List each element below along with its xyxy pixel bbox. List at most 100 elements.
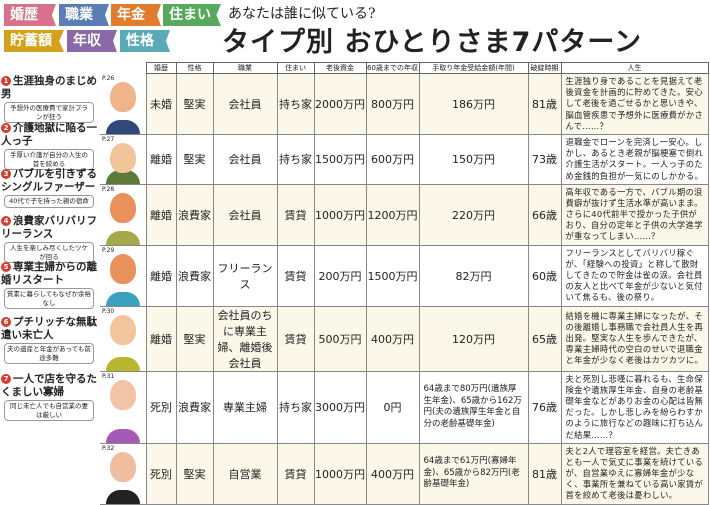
pattern-caption: 人生を楽しみ尽くしたツケが回る [4, 242, 94, 264]
cell-collapse: 81歳 [527, 442, 562, 505]
col-marital: 婚歴 [145, 62, 177, 74]
cell-collapse: 76歳 [527, 370, 562, 444]
pattern-title-text: 浪費家バリバリフリーランス [1, 215, 97, 240]
cell-job: 会社員のちに専業主婦、離婚後会社員 [212, 305, 278, 372]
table-row: P.26 未婚 堅実 会社員 持ち家 2000万円 800万円 186万円 81歳 生涯独り身であ… [100, 73, 709, 135]
cell-income: 1500万円 [365, 244, 420, 307]
pattern-label: 2 介護地獄に陥る一人っ子 手厚い介護が自分の人生の首を絞める [0, 122, 100, 171]
pattern-title: 6 プチリッチな無駄遣い未亡人 [0, 316, 100, 341]
pattern-title: 4 浪費家バリバリフリーランス [0, 215, 100, 240]
pattern-title: 1 生涯独身のまじめ男 [0, 75, 100, 100]
pattern-caption: 夫の遺産と年金があっても前途多難 [4, 343, 94, 365]
cell-personality: 堅実 [175, 305, 214, 372]
character-illustration: P.29 [100, 245, 147, 307]
cell-pension: 64歳まで61万円(寡婦年金)、65歳から82万円(老齢基礎年金) [418, 442, 529, 505]
table-row: P.27 離婚 堅実 会社員 持ち家 1500万円 600万円 150万円 73歳 退職金でローン… [100, 133, 709, 185]
cell-marital: 離婚 [145, 244, 177, 307]
cell-housing: 賃貸 [276, 244, 315, 307]
col-job: 職業 [212, 62, 278, 74]
tag-pension: 年金 [111, 4, 161, 26]
page-subtitle: あなたは誰に似ている? [228, 6, 376, 22]
character-face-icon [110, 314, 136, 345]
character-body-icon [106, 169, 140, 184]
character-face-icon [110, 379, 136, 410]
cell-job: フリーランス [212, 244, 278, 307]
pattern-title: 3 バブルを引きずるシングルファーザー [0, 168, 100, 193]
col-housing: 住まい [276, 62, 315, 74]
cell-savings: 200万円 [313, 244, 367, 307]
cell-housing: 持ち家 [276, 133, 315, 185]
tag-personality: 性格 [120, 30, 170, 52]
cell-personality: 浪費家 [175, 183, 214, 246]
page-title: タイプ別 おひとりさま7パターン [222, 27, 643, 58]
cell-pension: 82万円 [418, 244, 529, 307]
table-row: P.30 離婚 堅実 会社員のちに専業主婦、離婚後会社員 賃貸 500万円 400万円 120… [100, 305, 709, 372]
character-body-icon [106, 119, 140, 134]
cell-pension: 120万円 [418, 305, 529, 372]
cell-housing: 持ち家 [276, 370, 315, 444]
table-row: P.28 離婚 浪費家 会社員 賃貸 1000万円 1200万円 220万円 66歳 高年収である… [100, 183, 709, 246]
cell-income: 400万円 [365, 442, 420, 505]
pattern-number: 1 [1, 76, 11, 86]
pattern-title: 2 介護地獄に陥る一人っ子 [0, 122, 100, 147]
character-body-icon [106, 489, 140, 504]
col-pension: 手取り年金受給金額(年間) [418, 62, 529, 74]
tag-job: 職業 [59, 4, 109, 26]
page-ref: P.26 [102, 74, 115, 82]
cell-life: 夫と2人で理容室を経営。夫亡きあとも一人で気丈に事業を続けているが、自営業ゆえに… [560, 442, 709, 505]
cell-housing: 賃貸 [276, 442, 315, 505]
page-ref: P.27 [102, 135, 115, 143]
character-illustration: P.31 [100, 371, 147, 444]
table-row: P.32 死別 堅実 自営業 賃貸 1000万円 400万円 64歳まで61万円(寡婦年金)、… [100, 442, 709, 505]
page-ref: P.32 [102, 444, 115, 452]
cell-life: 結婚を機に専業主婦になったが、その後離婚し事務職で会社員人生を再出発。堅実な人生… [560, 305, 709, 372]
cell-marital: 離婚 [145, 305, 177, 372]
col-personality: 性格 [175, 62, 214, 74]
pattern-number: 6 [1, 317, 11, 327]
cell-personality: 堅実 [175, 133, 214, 185]
character-face-icon [110, 192, 136, 223]
cell-personality: 堅実 [175, 442, 214, 505]
cell-savings: 1000万円 [313, 442, 367, 505]
character-illustration: P.30 [100, 306, 147, 372]
cell-job: 会社員 [212, 133, 278, 185]
cell-income: 1200万円 [365, 183, 420, 246]
page-ref: P.29 [102, 246, 115, 254]
character-illustration: P.26 [100, 73, 147, 135]
cell-housing: 賃貸 [276, 183, 315, 246]
cell-income: 800万円 [365, 73, 420, 135]
cell-savings: 3000万円 [313, 370, 367, 444]
cell-life: フリーランスとしてバリバリ稼ぐが、「経験への投資」と称して散財してきたので貯金は… [560, 244, 709, 307]
cell-savings: 1500万円 [313, 133, 367, 185]
pattern-caption: 手厚い介護が自分の人生の首を絞める [4, 149, 94, 171]
cell-savings: 2000万円 [313, 73, 367, 135]
cell-marital: 離婚 [145, 183, 177, 246]
pattern-label: 3 バブルを引きずるシングルファーザー 40代で子を持った親の宿命 [0, 168, 100, 208]
character-face-icon [110, 142, 136, 173]
cell-job: 会社員 [212, 183, 278, 246]
pattern-title-text: 一人で店を守るたくましい寡婦 [1, 373, 97, 398]
cell-collapse: 65歳 [527, 305, 562, 372]
pattern-label: 4 浪費家バリバリフリーランス 人生を楽しみ尽くしたツケが回る [0, 215, 100, 264]
cell-collapse: 73歳 [527, 133, 562, 185]
cell-income: 400万円 [365, 305, 420, 372]
tag-housing: 住まい [163, 4, 221, 26]
col-life: 人生 [560, 62, 709, 74]
cell-savings: 500万円 [313, 305, 367, 372]
character-face-icon [110, 451, 136, 482]
cell-personality: 堅実 [175, 73, 214, 135]
pattern-title-text: 生涯独身のまじめ男 [1, 75, 97, 100]
character-body-icon [106, 428, 140, 443]
pattern-title-text: バブルを引きずるシングルファーザー [1, 168, 97, 193]
page-ref: P.30 [102, 307, 115, 315]
cell-life: 生涯独り身であることを見据えて老後資金を計画的に貯めてきた。安心して老後を過ごせ… [560, 73, 709, 135]
cell-marital: 離婚 [145, 133, 177, 185]
table-row: P.31 死別 浪費家 専業主婦 持ち家 3000万円 0円 64歳まで80万円(遺族厚生年金… [100, 370, 709, 444]
pattern-caption: 質素に暮らしてもなぜか余裕なし [4, 288, 94, 310]
col-savings: 老後資金 [313, 62, 367, 74]
cell-marital: 未婚 [145, 73, 177, 135]
page-ref: P.28 [102, 185, 115, 193]
pattern-number: 4 [1, 216, 11, 226]
pattern-label: 1 生涯独身のまじめ男 予想外の医療費で家計プランが狂う [0, 75, 100, 124]
pattern-caption: 同じ未亡人でも自営業の妻は厳しい [4, 400, 94, 422]
